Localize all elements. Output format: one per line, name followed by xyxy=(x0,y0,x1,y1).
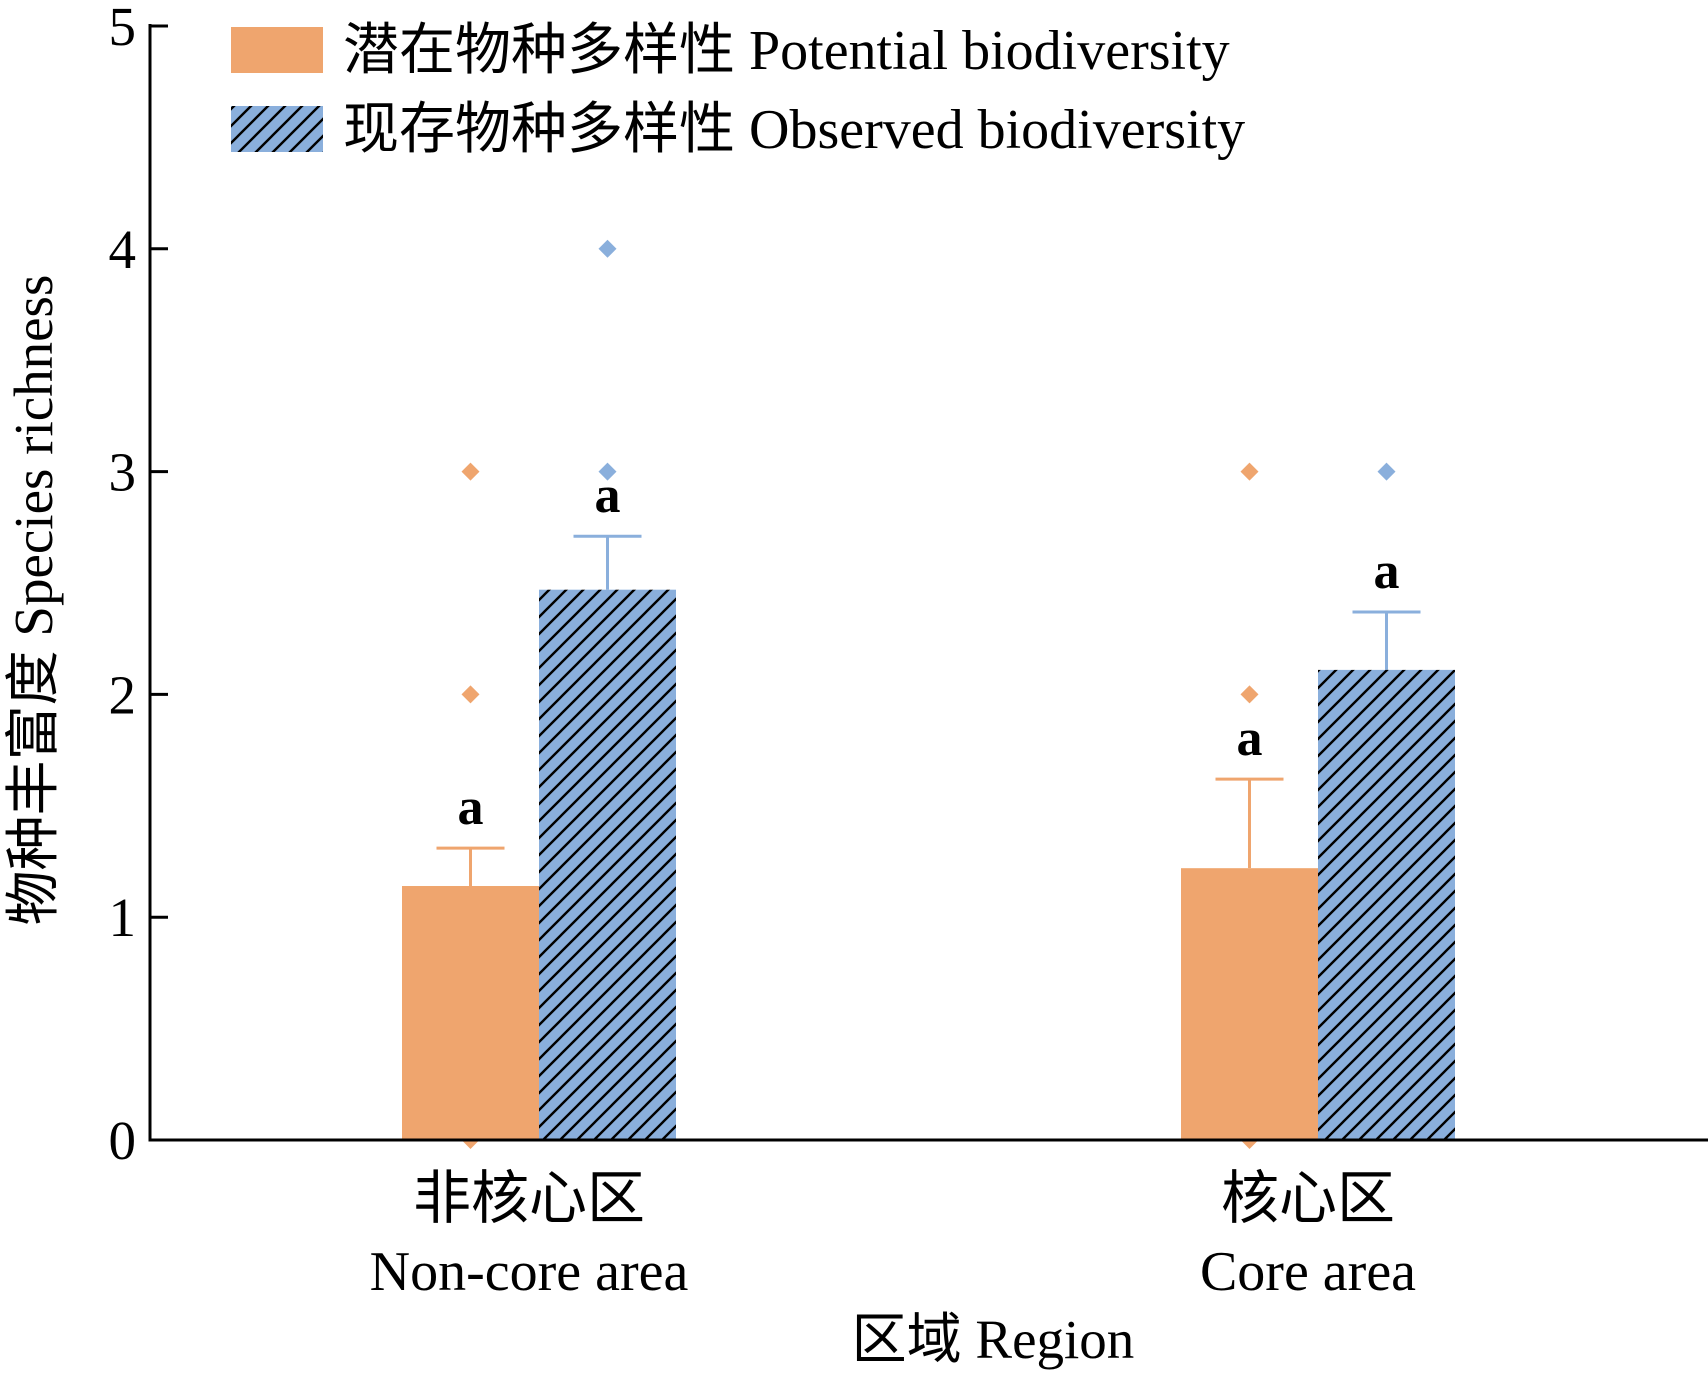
legend-swatch xyxy=(231,27,323,73)
x-axis-label: 区域 Region xyxy=(852,1309,1135,1370)
bar-observed xyxy=(539,589,676,1140)
y-tick-label: 0 xyxy=(109,1110,137,1171)
bar-potential xyxy=(1181,868,1318,1140)
x-tick-label-zh: 非核心区 xyxy=(413,1166,645,1231)
bar-observed xyxy=(1318,669,1455,1140)
outlier-point xyxy=(1377,462,1396,481)
y-tick-label: 2 xyxy=(109,664,137,725)
legend-swatch xyxy=(231,106,323,152)
outlier-point xyxy=(1240,685,1259,704)
y-tick-label: 3 xyxy=(109,442,137,503)
outlier-point xyxy=(598,239,617,258)
bar-potential xyxy=(402,886,539,1140)
significance-label: a xyxy=(1237,710,1263,767)
outlier-point xyxy=(1240,462,1259,481)
outlier-point xyxy=(461,685,480,704)
y-tick-label: 1 xyxy=(109,887,137,948)
y-axis-label: 物种丰富度 Species richness xyxy=(3,275,64,926)
significance-label: a xyxy=(458,779,484,836)
x-tick-label-zh: 核心区 xyxy=(1221,1166,1395,1231)
x-tick-label-en: Core area xyxy=(1200,1241,1416,1303)
significance-label: a xyxy=(1374,543,1400,600)
legend-label: 潜在物种多样性 Potential biodiversity xyxy=(343,20,1230,82)
y-tick-label: 5 xyxy=(109,0,137,57)
y-tick-label: 4 xyxy=(109,219,137,280)
legend-label: 现存物种多样性 Observed biodiversity xyxy=(343,99,1245,161)
outlier-point xyxy=(598,462,617,481)
x-tick-label-en: Non-core area xyxy=(370,1241,689,1303)
outlier-point xyxy=(461,462,480,481)
